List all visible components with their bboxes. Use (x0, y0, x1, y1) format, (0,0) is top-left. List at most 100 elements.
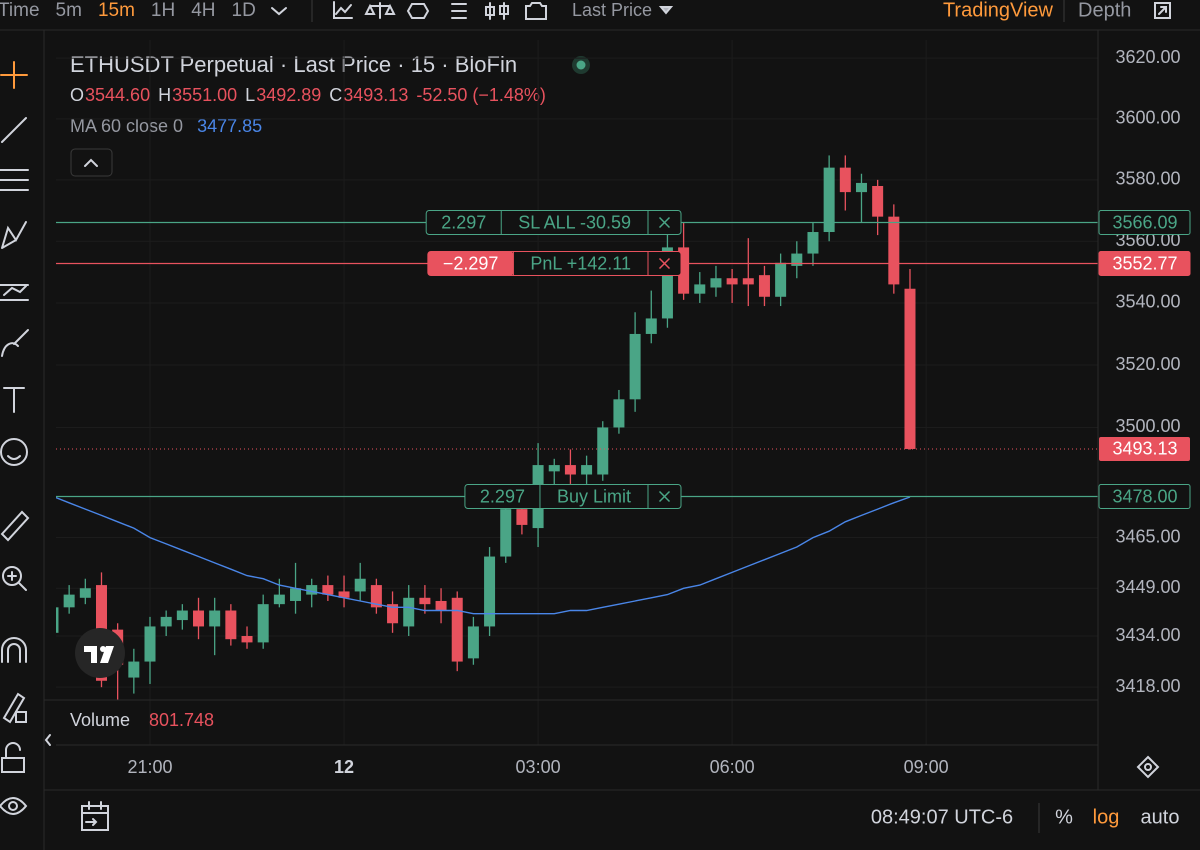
candle-body (888, 216, 900, 285)
candle-body (548, 465, 560, 472)
emoji-tool (7, 455, 21, 460)
date-range-icon[interactable] (81, 801, 109, 831)
depth-tab[interactable]: Depth (1078, 0, 1131, 21)
candle-body (710, 278, 722, 288)
candle-body (775, 262, 787, 297)
order-close[interactable] (658, 216, 671, 229)
log-toggle[interactable]: log (1093, 806, 1120, 828)
timeframe-button[interactable]: 5m (56, 0, 82, 21)
candle-body (56, 607, 59, 633)
candle-body (193, 610, 205, 627)
order-qty: 2.297 (480, 486, 525, 506)
ma-legend-value: 3477.85 (197, 116, 262, 136)
candle-body (484, 556, 496, 627)
ma-legend-name: MA 60 close 0 (70, 116, 183, 136)
price-source[interactable]: Last Price (572, 0, 652, 20)
candle-body (370, 585, 382, 608)
status-dot (576, 60, 586, 70)
visibility-tool (8, 801, 18, 811)
timeframe-button[interactable]: 1H (151, 0, 175, 21)
order-label: Buy Limit (557, 486, 631, 506)
volume-label: Volume (70, 710, 130, 730)
chart-title: ETHUSDT Perpetual · Last Price · 15 · Bl… (70, 52, 517, 77)
candle-body (823, 167, 835, 233)
visibility-tool (0, 797, 28, 815)
clock: 08:49:07 UTC-6 (871, 806, 1013, 828)
collapse-button[interactable] (70, 148, 113, 177)
grid: 3418.00 3434.00 3449.00 3465.00 3500.00 3520.… (56, 40, 1181, 777)
ohlc-value: 3551.00 (172, 85, 237, 105)
candle-body (678, 247, 690, 294)
candle-body (564, 465, 576, 475)
x-tick-label: 06:00 (710, 757, 755, 777)
zoom-tool (7, 571, 27, 591)
brand[interactable]: TradingView (943, 0, 1054, 21)
order-price-tag (1098, 484, 1191, 510)
fib-tool (0, 169, 29, 191)
change-value: -52.50 (−1.48%) (416, 85, 546, 105)
y-tick-label: 3580.00 (1115, 169, 1180, 189)
x-tick-label: 12 (334, 757, 354, 777)
order-label: SL ALL -30.59 (518, 212, 631, 232)
candle-body (419, 597, 431, 605)
candle-body (322, 585, 334, 595)
overlay: 3493.13 SL ALL -30.59 2.297 3566.09 PnL +142… (56, 210, 1191, 510)
timeframe-button[interactable]: Time (0, 0, 40, 21)
last-price-tag (1099, 436, 1190, 461)
candle-body (225, 610, 237, 640)
timeframe-button[interactable]: 4H (191, 0, 215, 21)
order-price-tag (1098, 251, 1191, 277)
candle-body (435, 600, 447, 611)
y-tick-label: 3600.00 (1115, 108, 1180, 128)
fullscreen-icon (1154, 2, 1171, 19)
magnet-tool (0, 637, 27, 663)
auto-toggle[interactable]: auto (1141, 806, 1180, 828)
camera-icon (525, 1, 547, 20)
ma-line (56, 496, 911, 615)
candle-body (629, 333, 641, 400)
lock-tool (1, 742, 25, 773)
timeframe-button[interactable]: 15m (98, 0, 135, 21)
zoom-tool (2, 566, 22, 586)
timeframe-button[interactable]: 1D (232, 0, 256, 21)
ohlc-key: C (329, 85, 342, 105)
brush-tool (1, 329, 29, 357)
candle-body (807, 232, 819, 254)
candle-body (581, 465, 593, 475)
candle-body (694, 284, 706, 294)
candle-body (209, 610, 221, 627)
order-close[interactable] (658, 491, 671, 503)
list-icon (451, 3, 467, 19)
candle-icon (485, 2, 509, 20)
settings-icon[interactable] (1136, 755, 1160, 779)
lock-drawing-tool (2, 692, 27, 724)
y-tick-label: 3434.00 (1115, 625, 1180, 645)
candle-body (726, 278, 738, 285)
toolbar: Time 5m 15m 1H 4H 1D Last Price TradingView Dept… (0, 0, 1131, 21)
chart-icon (333, 1, 353, 19)
candle-body (645, 318, 657, 334)
indicator-icon (406, 3, 430, 19)
y-tick-label: 3465.00 (1115, 526, 1180, 546)
candle-body (273, 594, 285, 605)
candle-body (661, 247, 673, 319)
ohlc-value: 3492.89 (256, 85, 321, 105)
candle-body (176, 610, 188, 621)
candle-body (839, 167, 851, 193)
y-tick-label: 3540.00 (1115, 292, 1180, 312)
text-tool (3, 387, 25, 413)
order-price-tag (1098, 210, 1191, 236)
candle-body (257, 604, 269, 643)
order-close[interactable] (658, 257, 671, 270)
order-box[interactable] (425, 210, 682, 236)
candle-body (338, 591, 350, 598)
x-tick-label: 09:00 (904, 757, 949, 777)
trendline-tool (1, 117, 27, 143)
logo (75, 628, 125, 678)
order-box[interactable] (464, 484, 682, 510)
candle-body (354, 578, 366, 592)
percent-toggle[interactable]: % (1055, 806, 1073, 828)
logo (84, 646, 114, 663)
